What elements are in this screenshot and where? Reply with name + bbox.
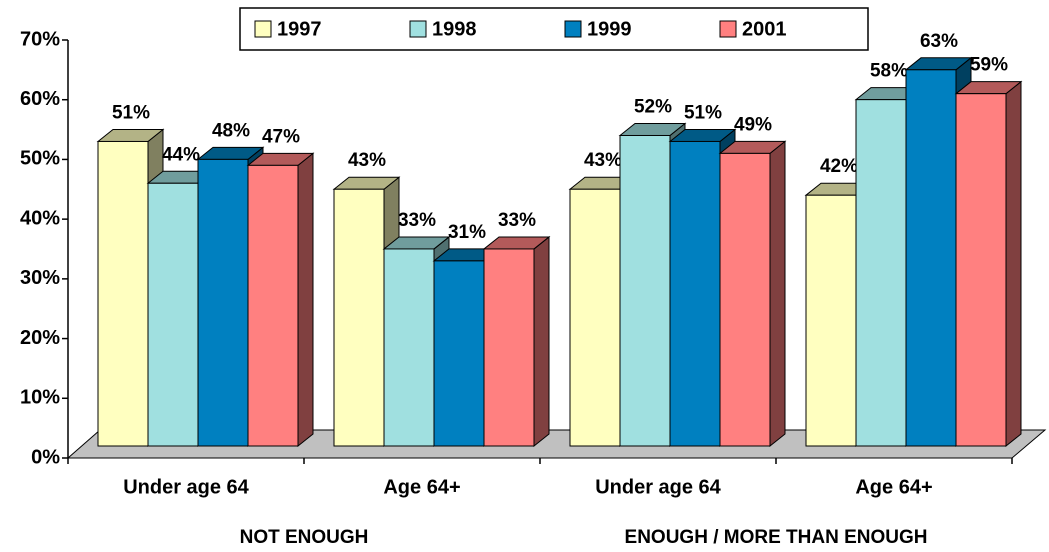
bar <box>483 248 535 447</box>
bar <box>247 164 299 447</box>
value-label: 33% <box>398 210 436 231</box>
value-label: 42% <box>820 156 858 177</box>
bar <box>433 260 485 447</box>
value-label: 58% <box>870 61 908 82</box>
bar <box>805 194 857 447</box>
value-label: 44% <box>162 144 200 165</box>
y-tick-label: 30% <box>20 267 60 289</box>
bar-side <box>769 140 786 448</box>
group-label: ENOUGH / MORE THAN ENOUGH <box>625 527 928 548</box>
value-label: 47% <box>262 126 300 147</box>
floor <box>66 429 1047 459</box>
legend-label: 2001 <box>742 18 787 40</box>
bar <box>669 140 721 447</box>
value-label: 51% <box>112 102 150 123</box>
bar <box>569 188 621 447</box>
legend-swatch <box>564 20 582 38</box>
value-label: 51% <box>684 102 722 123</box>
value-label: 43% <box>584 150 622 171</box>
bar <box>719 152 771 447</box>
bar <box>619 134 671 447</box>
bar <box>333 188 385 447</box>
bar <box>905 69 957 447</box>
value-label: 33% <box>498 210 536 231</box>
bar <box>855 99 907 447</box>
bar <box>197 158 249 447</box>
x-tick-label: Age 64+ <box>383 476 460 498</box>
y-tick-label: 70% <box>20 28 60 50</box>
legend-swatch <box>254 20 272 38</box>
y-tick-label: 10% <box>20 387 60 409</box>
value-label: 43% <box>348 150 386 171</box>
legend <box>239 7 869 51</box>
x-tick-label: Under age 64 <box>595 476 721 498</box>
bar <box>383 248 435 447</box>
bar <box>97 140 149 447</box>
legend-label: 1998 <box>432 18 477 40</box>
value-label: 31% <box>448 222 486 243</box>
bar <box>955 93 1007 447</box>
y-tick-label: 20% <box>20 327 60 349</box>
y-tick-label: 0% <box>31 446 60 468</box>
legend-label: 1999 <box>587 18 632 40</box>
y-tick-label: 60% <box>20 88 60 110</box>
y-tick-label: 40% <box>20 207 60 229</box>
bar-side <box>297 152 314 448</box>
legend-label: 1997 <box>277 18 322 40</box>
y-tick-label: 50% <box>20 148 60 170</box>
value-label: 52% <box>634 97 672 118</box>
group-label: NOT ENOUGH <box>240 527 369 548</box>
x-tick-label: Under age 64 <box>123 476 249 498</box>
x-tick-label: Age 64+ <box>855 476 932 498</box>
value-label: 63% <box>920 31 958 52</box>
legend-swatch <box>409 20 427 38</box>
bar-side <box>533 235 550 448</box>
value-label: 48% <box>212 120 250 141</box>
value-label: 49% <box>734 114 772 135</box>
value-label: 59% <box>970 55 1008 76</box>
legend-swatch <box>719 20 737 38</box>
bar <box>147 182 199 447</box>
bar-side <box>1005 80 1022 448</box>
